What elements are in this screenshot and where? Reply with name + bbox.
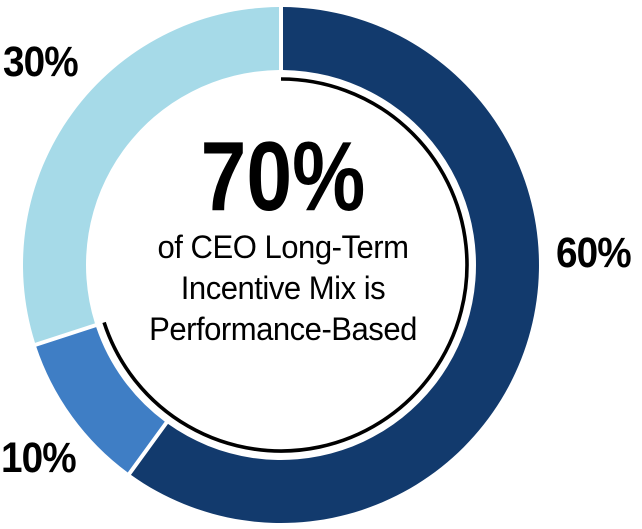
center-description-line: Incentive Mix is xyxy=(180,270,386,306)
center-description-line: of CEO Long-Term xyxy=(157,229,409,265)
donut-segment-30 xyxy=(23,7,280,343)
donut-segment-10 xyxy=(36,327,165,473)
center-description: of CEO Long-Term Incentive Mix is Perfor… xyxy=(70,227,497,350)
center-headline: 70% xyxy=(200,121,366,231)
inner-coverage-arc xyxy=(102,77,469,453)
segment-label-30: 30% xyxy=(3,38,79,86)
segment-label-10: 10% xyxy=(1,434,77,482)
donut-segment-60 xyxy=(130,7,539,524)
center-description-line: Performance-Based xyxy=(149,311,417,347)
segment-label-60: 60% xyxy=(556,229,632,277)
